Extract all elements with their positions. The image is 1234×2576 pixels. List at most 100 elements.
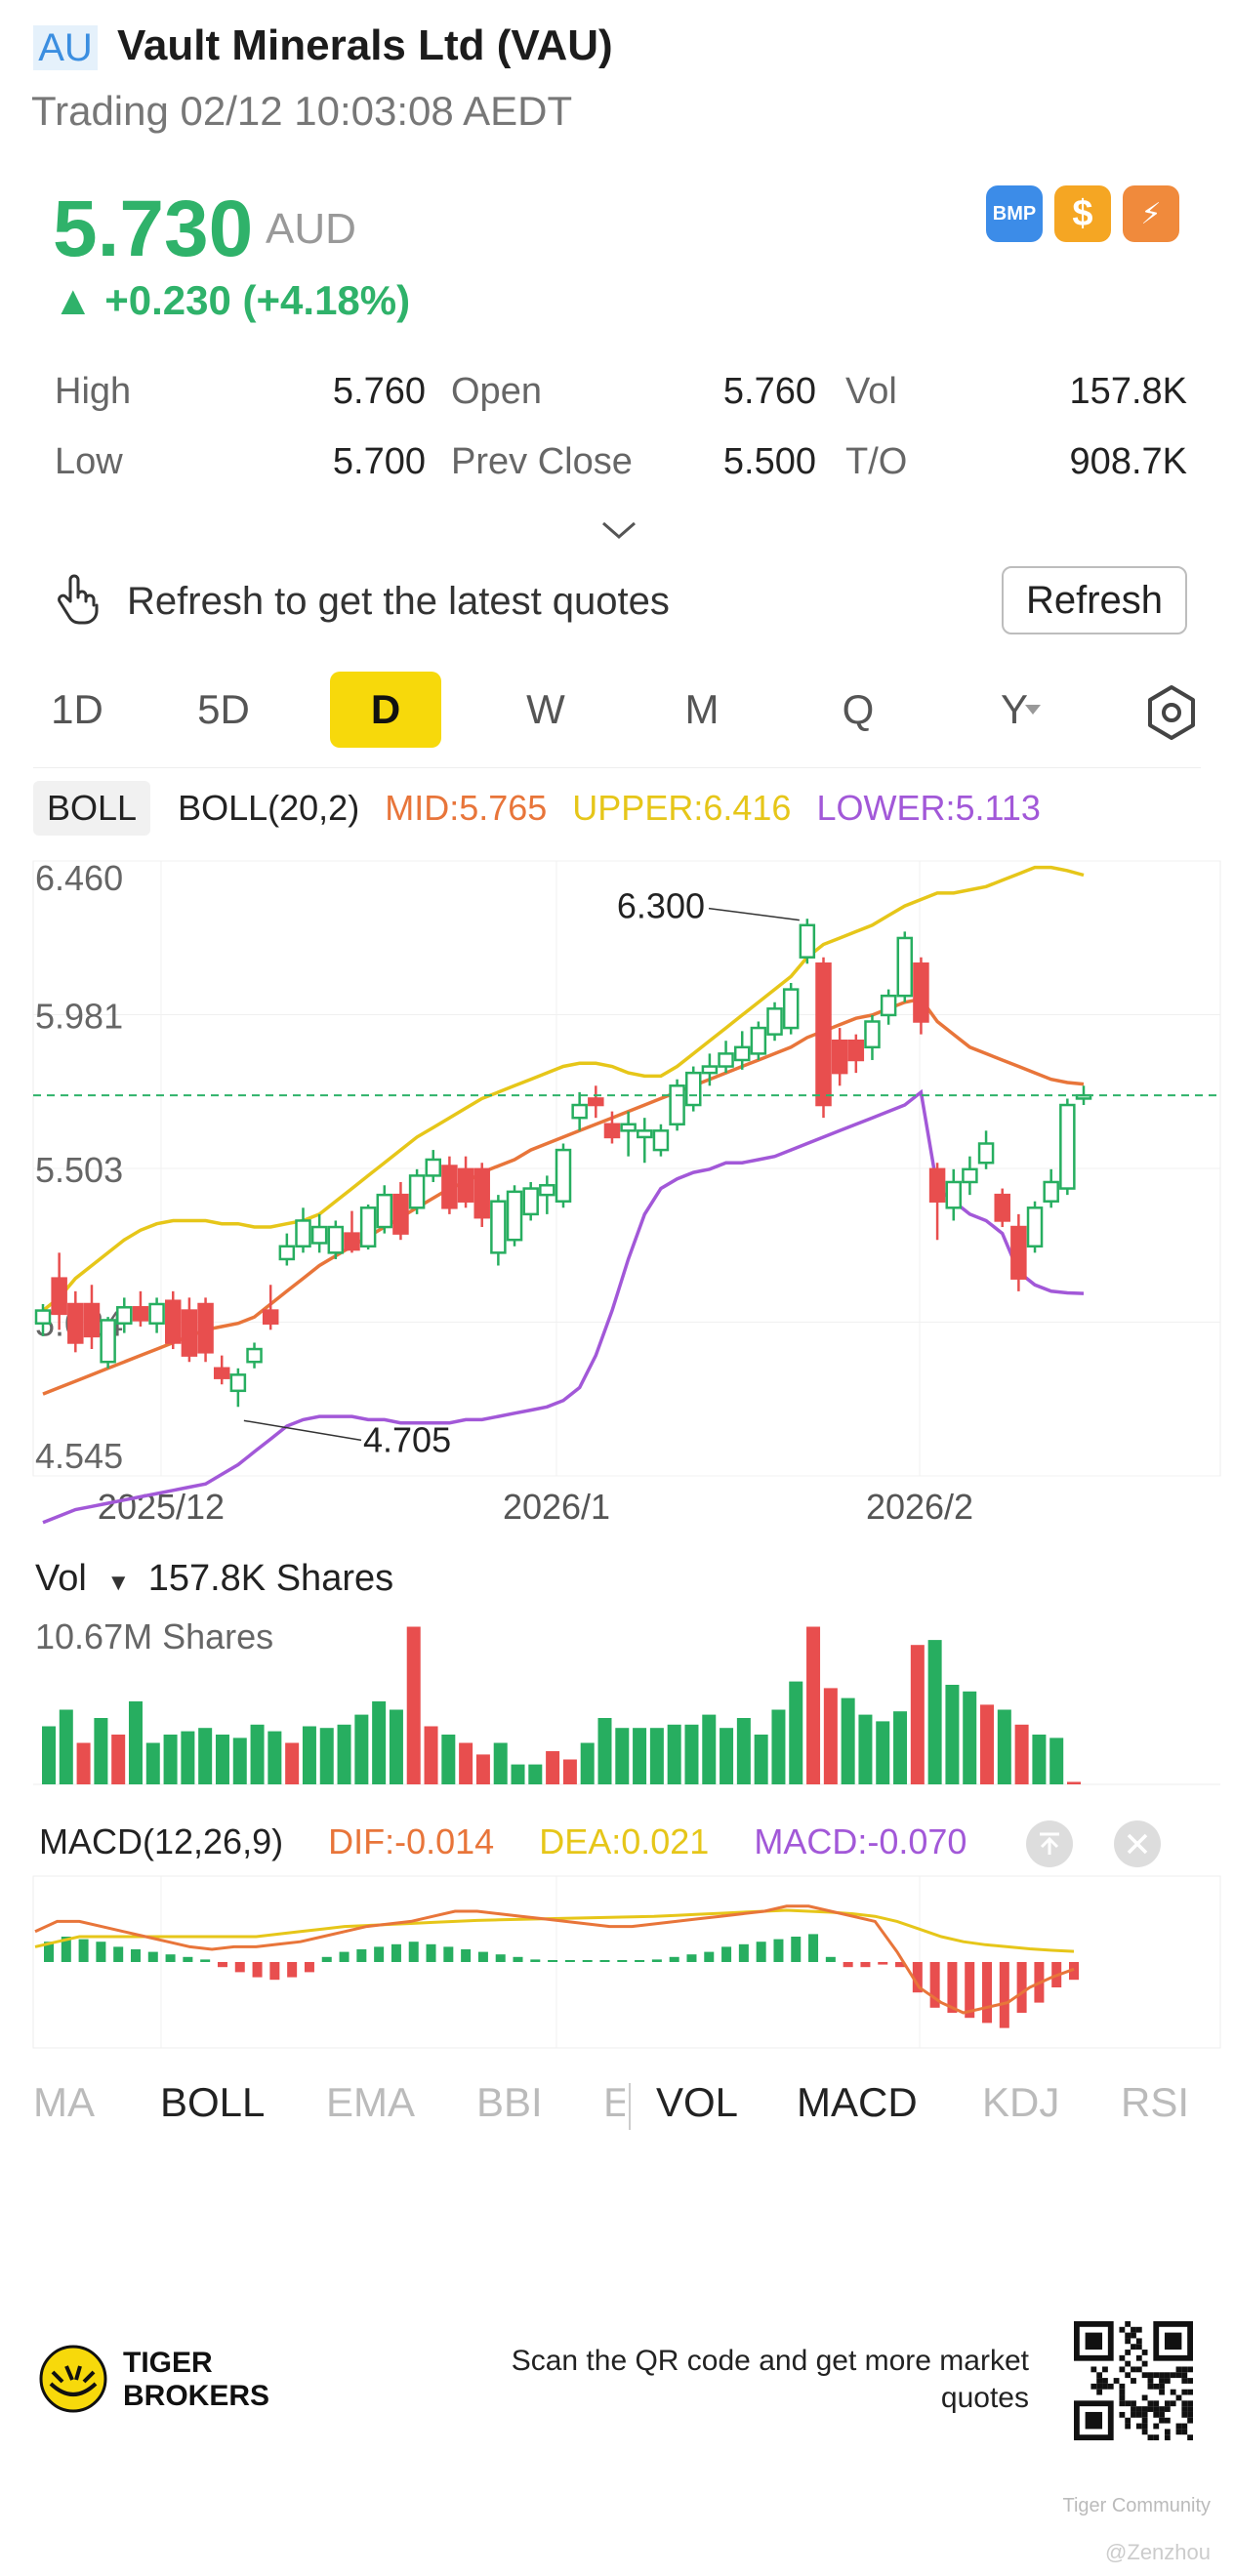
price-chart[interactable]: 6.4605.9815.5035.0244.5452025/122026/120… (0, 841, 1234, 1525)
author-watermark: @Zenzhou (1105, 2540, 1211, 2564)
tab-bbi[interactable]: BBI (476, 2079, 543, 2125)
tab-week[interactable]: W (526, 686, 565, 732)
caret-down-icon[interactable]: ▼ (106, 1570, 131, 1596)
volume-bar (823, 1688, 838, 1784)
close-icon[interactable] (1113, 1820, 1162, 1868)
qr-module (1096, 2383, 1103, 2390)
candle (864, 1020, 881, 1049)
boll-upper-line (41, 865, 1085, 1312)
divider (33, 767, 1201, 768)
tab-vol[interactable]: VOL (656, 2079, 739, 2125)
tab-ma[interactable]: MA (33, 2079, 95, 2125)
macd-bar (825, 1956, 836, 1962)
macd-bar (61, 1937, 71, 1962)
qr-module (1159, 2389, 1165, 2395)
volume-bar (597, 1718, 612, 1784)
qr-module (1164, 2378, 1171, 2384)
volume-label[interactable]: Vol (35, 1558, 87, 1599)
qr-module (1131, 2344, 1136, 2351)
qr-module (1175, 2394, 1182, 2401)
tab-5d[interactable]: 5D (197, 686, 250, 732)
candle (880, 994, 897, 1017)
volume-chart[interactable] (0, 1611, 1234, 1786)
qr-module (1187, 2411, 1193, 2418)
qr-module (1141, 2406, 1148, 2412)
candle (408, 1174, 426, 1209)
stat-value: 5.760 (332, 371, 426, 412)
candle (229, 1373, 247, 1393)
qr-module (1119, 2389, 1126, 2395)
qr-module (1153, 2400, 1160, 2407)
qr-module (1135, 2423, 1142, 2430)
volume-bar (1067, 1781, 1081, 1784)
candle (1059, 1103, 1076, 1190)
tab-boll[interactable]: BOLL (160, 2079, 266, 2125)
tab-day[interactable]: D (330, 672, 441, 748)
qr-module (1125, 2321, 1131, 2327)
macd-bar (686, 1954, 697, 1962)
qr-finder (1164, 2332, 1182, 2351)
tab-year[interactable]: Y (1000, 686, 1028, 732)
qr-module (1159, 2383, 1165, 2390)
qr-module (1181, 2406, 1188, 2412)
candle (83, 1302, 101, 1338)
y-tick-label: 5.981 (35, 997, 123, 1037)
tab-rsi[interactable]: RSI (1121, 2079, 1190, 2125)
hand-pointer-icon (58, 574, 99, 625)
speed-badge[interactable]: ⚡ (1123, 185, 1179, 242)
boll-upper: UPPER:6.416 (572, 788, 792, 828)
pin-top-icon[interactable] (1025, 1820, 1074, 1868)
settings-hex-icon[interactable] (1142, 683, 1201, 742)
candle (506, 1190, 523, 1242)
volume-bar (511, 1764, 525, 1784)
stat-label: Low (55, 441, 123, 482)
qr-module (1096, 2378, 1103, 2384)
volume-bar (702, 1714, 717, 1784)
tab-1d[interactable]: 1D (51, 686, 103, 732)
candle (116, 1306, 133, 1325)
candle (1010, 1225, 1027, 1280)
boll-tag[interactable]: BOLL (33, 781, 151, 836)
qr-module (1164, 2400, 1171, 2407)
qr-module (1119, 2354, 1126, 2361)
candle (977, 1142, 995, 1165)
caret-down-icon[interactable] (1023, 703, 1043, 716)
tab-truncated[interactable]: E (603, 2079, 625, 2125)
macd-bar (495, 1954, 506, 1962)
dollar-badge[interactable]: $ (1054, 185, 1111, 242)
qr-module (1159, 2417, 1165, 2424)
tab-quarter[interactable]: Q (842, 686, 875, 732)
qr-module (1164, 2372, 1171, 2379)
qr-module (1107, 2383, 1114, 2390)
stats-row: High 5.760 Open 5.760 Vol 157.8K (55, 371, 1187, 441)
qr-module (1187, 2417, 1193, 2424)
tab-ema[interactable]: EMA (326, 2079, 416, 2125)
qr-module (1159, 2372, 1165, 2379)
candle (831, 1039, 848, 1075)
stat-value: 5.760 (722, 371, 816, 412)
stat-value: 908.7K (1069, 441, 1187, 482)
annotation-leader (243, 1419, 362, 1442)
refresh-button[interactable]: Refresh (1002, 566, 1187, 634)
tab-macd[interactable]: MACD (797, 2079, 918, 2125)
tab-month[interactable]: M (684, 686, 720, 732)
macd-title: MACD(12,26,9) (39, 1821, 284, 1861)
volume-bar (546, 1751, 560, 1784)
volume-bar (945, 1685, 960, 1784)
macd-bar (582, 1960, 593, 1962)
macd-bar (843, 1962, 853, 1968)
macd-chart[interactable] (0, 1874, 1234, 2050)
macd-bar (252, 1962, 263, 1978)
qr-module (1119, 2326, 1126, 2333)
volume-bar (615, 1728, 630, 1784)
candle (896, 936, 914, 998)
qr-module (1131, 2378, 1136, 2384)
qr-module (1119, 2366, 1126, 2373)
bmp-badge[interactable]: BMP (986, 185, 1043, 242)
volume-bar (997, 1709, 1011, 1784)
tab-kdj[interactable]: KDJ (982, 2079, 1060, 2125)
candle (994, 1193, 1010, 1222)
qr-module (1147, 2383, 1154, 2390)
candle (132, 1306, 149, 1322)
expand-chevron-icon[interactable] (599, 517, 638, 543)
